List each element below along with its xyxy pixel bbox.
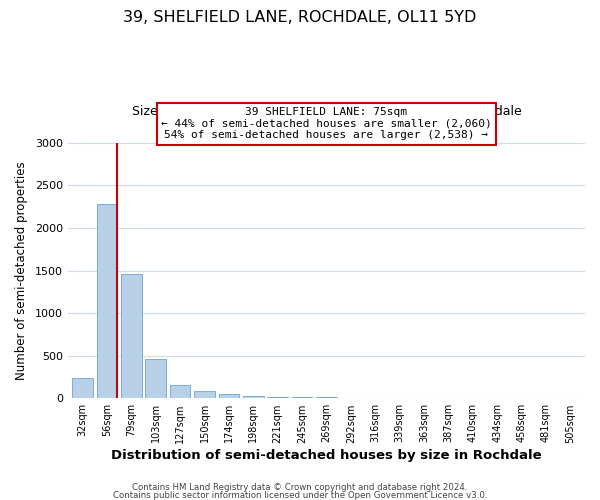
Bar [194, 390, 215, 398]
Title: Size of property relative to semi-detached houses in Rochdale: Size of property relative to semi-detach… [131, 105, 521, 118]
Bar [218, 394, 239, 398]
Text: Contains HM Land Registry data © Crown copyright and database right 2024.: Contains HM Land Registry data © Crown c… [132, 484, 468, 492]
Bar [292, 396, 313, 398]
Text: 39, SHELFIELD LANE, ROCHDALE, OL11 5YD: 39, SHELFIELD LANE, ROCHDALE, OL11 5YD [124, 10, 476, 25]
Text: 39 SHELFIELD LANE: 75sqm
← 44% of semi-detached houses are smaller (2,060)
54% o: 39 SHELFIELD LANE: 75sqm ← 44% of semi-d… [161, 107, 492, 140]
Bar [268, 397, 288, 398]
Text: Contains public sector information licensed under the Open Government Licence v3: Contains public sector information licen… [113, 490, 487, 500]
Bar [97, 204, 118, 398]
Bar [170, 385, 190, 398]
Y-axis label: Number of semi-detached properties: Number of semi-detached properties [15, 161, 28, 380]
Bar [121, 274, 142, 398]
Bar [316, 397, 337, 398]
X-axis label: Distribution of semi-detached houses by size in Rochdale: Distribution of semi-detached houses by … [111, 450, 542, 462]
Bar [243, 396, 263, 398]
Bar [145, 359, 166, 399]
Bar [72, 378, 93, 398]
